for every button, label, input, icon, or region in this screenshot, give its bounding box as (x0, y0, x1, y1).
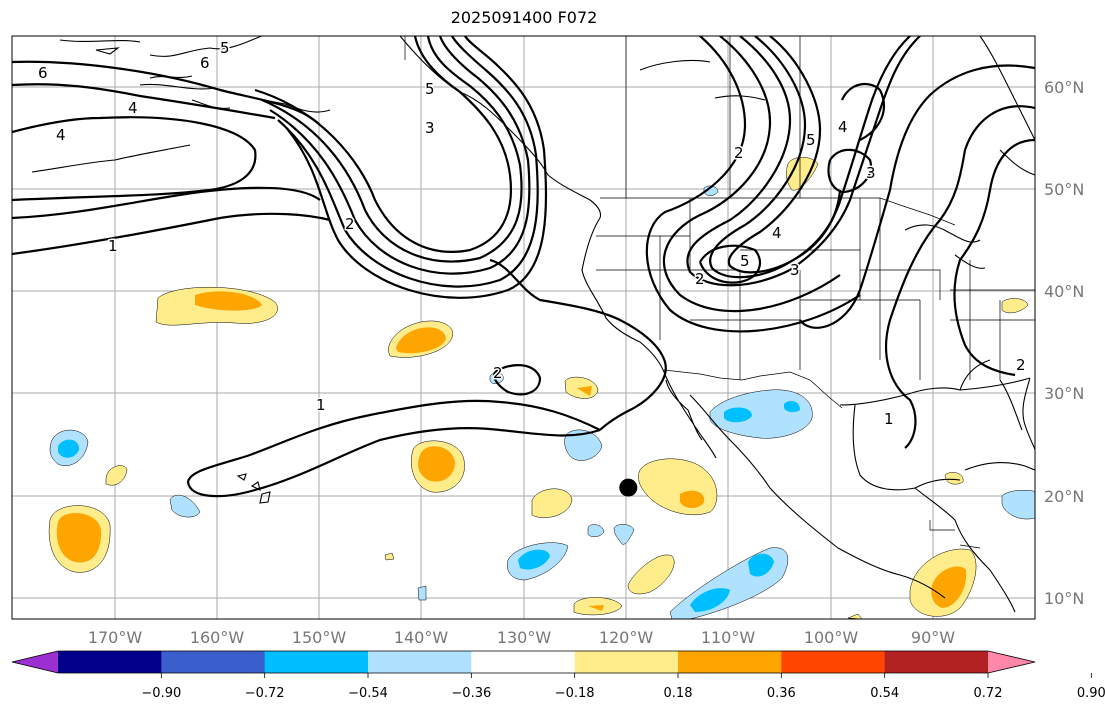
contour-label: 5 (740, 252, 750, 270)
colorbar-segment (574, 651, 679, 673)
contour-label: 2 (493, 364, 503, 382)
lat-label: 30°N (1044, 384, 1084, 403)
lat-label: 40°N (1044, 282, 1084, 301)
lon-label: 170°W (88, 628, 143, 647)
positive-anomaly (418, 446, 455, 482)
negative-anomaly (58, 439, 80, 458)
colorbar-extend-min (12, 651, 58, 673)
positive-anomaly (786, 157, 819, 191)
political-borders (404, 36, 1035, 549)
contour-label: 4 (128, 99, 138, 117)
lon-label: 90°W (911, 628, 955, 647)
lon-label: 130°W (497, 628, 552, 647)
contour-label: 4 (838, 118, 848, 136)
contour-label: 3 (790, 261, 800, 279)
latitude-labels: 60°N 50°N 40°N 30°N 20°N 10°N (1044, 78, 1084, 608)
contour-label: 5 (220, 39, 230, 57)
location-marker (619, 478, 638, 497)
map-title: 2025091400 F072 (450, 8, 598, 27)
colorbar-segment (161, 651, 266, 673)
negative-anomaly (709, 389, 813, 439)
contour-label: 3 (866, 164, 876, 182)
colorbar-segment (884, 651, 989, 673)
colorbar-segment (678, 651, 782, 673)
negative-anomaly (703, 185, 719, 196)
positive-anomaly (384, 552, 395, 561)
graticule (12, 36, 1035, 619)
negative-anomaly (518, 549, 550, 570)
map-frame (11, 35, 1036, 620)
colorbar-outline (11, 650, 1036, 674)
positive-anomaly (1001, 298, 1029, 314)
positive-anomaly (56, 512, 102, 563)
contour-label: 5 (425, 80, 435, 98)
positive-anomaly (588, 605, 604, 611)
contour-label: 4 (56, 126, 66, 144)
colorbar-tick-label: −0.36 (451, 686, 491, 701)
positive-anomaly (627, 554, 675, 595)
lat-label: 50°N (1044, 180, 1084, 199)
lon-label: 160°W (190, 628, 245, 647)
colorbar-segment (58, 651, 162, 673)
colorbar-segment (368, 651, 472, 673)
colorbar-tick-label: −0.18 (555, 686, 595, 701)
negative-anomaly (613, 524, 635, 545)
positive-anomaly (195, 291, 262, 311)
colorbar-segment (781, 651, 886, 673)
contour-label: 2 (345, 215, 355, 233)
colorbar-tick-label: 0.54 (870, 686, 899, 701)
contour-labels: 6 4 4 2 1 5 3 6 5 2 1 2 5 4 3 2 5 4 3 1 … (37, 38, 1028, 430)
positive-anomaly (531, 488, 573, 518)
negative-anomaly (724, 407, 752, 423)
contour-label: 1 (316, 396, 326, 414)
positive-anomaly (680, 490, 705, 508)
colorbar-tick-label: 0.18 (664, 686, 693, 701)
colorbar-tick-label: 0.72 (974, 686, 1003, 701)
contour-label: 6 (200, 54, 210, 72)
contour-label: 5 (806, 131, 816, 149)
colorbar-extend-max (988, 651, 1035, 673)
contour-label: 2 (734, 144, 744, 162)
negative-anomaly (690, 588, 730, 612)
positive-anomaly (577, 386, 592, 396)
contour-label: 1 (108, 237, 118, 255)
contour-label: 4 (772, 224, 782, 242)
lon-label: 140°W (394, 628, 449, 647)
positive-anomaly (944, 472, 964, 485)
negative-anomaly (587, 524, 605, 537)
height-contours (12, 36, 1035, 498)
contour-label: 6 (38, 64, 48, 82)
shading-patches (48, 157, 1035, 619)
contour-label: 2 (1016, 356, 1026, 374)
lat-label: 60°N (1044, 78, 1084, 97)
colorbar-tick-label: −0.72 (245, 686, 285, 701)
colorbar-segment (471, 651, 576, 673)
contour-label: 1 (884, 410, 894, 428)
negative-anomaly (564, 429, 603, 461)
lon-label: 150°W (292, 628, 347, 647)
positive-anomaly (396, 327, 446, 354)
lon-label: 110°W (701, 628, 756, 647)
colorbar-tick-label: 0.90 (1077, 686, 1105, 701)
positive-anomaly (105, 465, 128, 486)
positive-anomaly (931, 566, 967, 608)
negative-anomaly (748, 553, 774, 577)
contour-label: 2 (695, 270, 705, 288)
negative-anomaly (1001, 490, 1035, 520)
lat-label: 10°N (1044, 589, 1084, 608)
longitude-labels: 170°W 160°W 150°W 140°W 130°W 120°W 110°… (88, 628, 955, 647)
colorbar: −0.90 −0.72 −0.54 −0.36 −0.18 0.18 0.36 0.54 0.7… (11, 650, 1105, 701)
lon-label: 120°W (599, 628, 654, 647)
colorbar-tick-label: 0.36 (767, 686, 796, 701)
negative-anomaly (169, 494, 201, 518)
lon-label: 100°W (804, 628, 859, 647)
negative-anomaly (417, 585, 427, 601)
colorbar-segment (264, 651, 369, 673)
colorbar-tick-label: −0.90 (141, 686, 181, 701)
lat-label: 20°N (1044, 487, 1084, 506)
negative-anomaly (784, 400, 800, 413)
contour-label: 3 (425, 119, 435, 137)
colorbar-tick-label: −0.54 (348, 686, 388, 701)
